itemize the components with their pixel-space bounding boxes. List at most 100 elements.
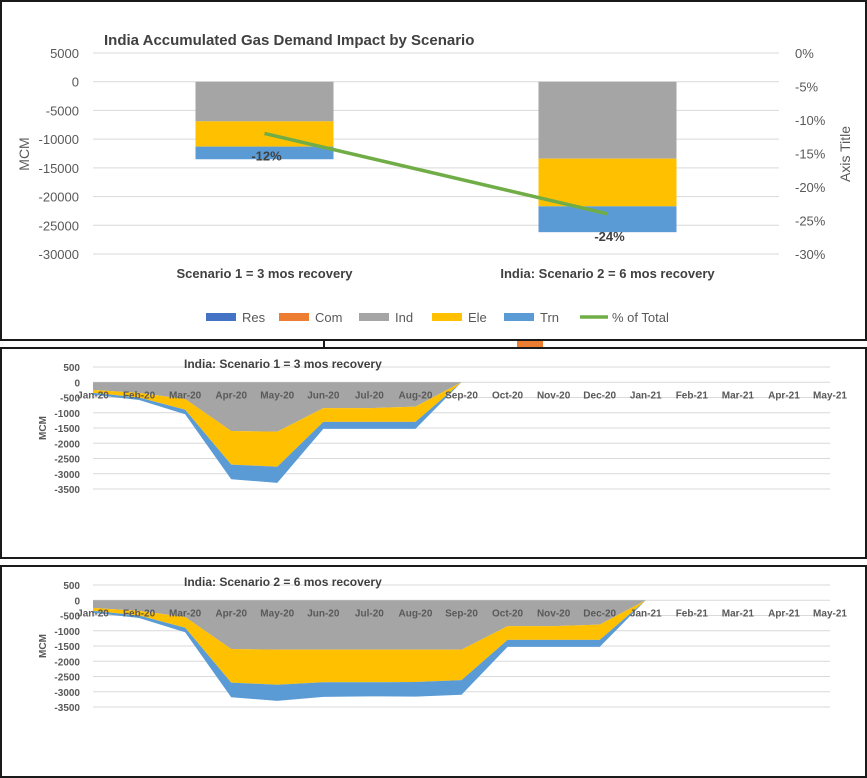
area-ind: [93, 382, 830, 432]
legend-swatch: [432, 313, 462, 321]
y-tick-label: -500: [60, 394, 80, 405]
x-tick-label: May-21: [813, 390, 847, 401]
legend-swatch: [279, 313, 309, 321]
pct-data-label: -24%: [594, 229, 625, 244]
connector-tick: [323, 339, 325, 347]
x-tick-label: Jul-20: [355, 608, 384, 619]
y-axis-label: MCM: [38, 416, 49, 440]
y-tick-label: 500: [63, 581, 80, 592]
area-ele: [93, 382, 830, 467]
y-tick-label: -1500: [54, 642, 80, 653]
x-tick-label: Apr-21: [768, 608, 800, 619]
y-tick-label: -3500: [54, 703, 80, 714]
x-tick-label: Jun-20: [307, 390, 340, 401]
y-tick-label: -1000: [54, 409, 80, 420]
x-tick-label: Aug-20: [398, 390, 432, 401]
x-tick-label: Apr-20: [215, 390, 247, 401]
x-tick-label: Jan-20: [77, 608, 109, 619]
x-tick-label: Feb-20: [123, 608, 156, 619]
scenario-1-area-chart: 500 0 -500 -1000 -1500 -2000 -2500 -3000 -3500 In…: [38, 357, 847, 496]
x-tick-label: Mar-20: [169, 608, 202, 619]
y-tick-label: -2000: [54, 657, 80, 668]
y-tick-label: -10000: [39, 132, 79, 147]
legend-swatch: [504, 313, 534, 321]
y-tick-label: -15000: [39, 161, 79, 176]
bar-segment-ele: [538, 158, 677, 207]
pct-data-label: -12%: [251, 148, 282, 163]
x-tick-label: May-21: [813, 608, 847, 619]
x-tick-label: Feb-21: [676, 608, 709, 619]
x-tick-label: Dec-20: [583, 608, 616, 619]
y-tick-label: -2500: [54, 455, 80, 466]
y-tick-label: 0: [72, 75, 79, 90]
legend-label: % of Total: [612, 310, 669, 325]
legend-label: Com: [315, 310, 342, 325]
x-tick-label: Nov-20: [537, 608, 571, 619]
y-tick-label: -2500: [54, 673, 80, 684]
y-tick-label: -25000: [39, 218, 79, 233]
y2-axis-label: Axis Title: [837, 126, 853, 182]
x-tick-label: Oct-20: [492, 390, 524, 401]
y2-tick-label: -25%: [795, 214, 826, 229]
x-tick-label: Jan-20: [77, 390, 109, 401]
legend-label: Trn: [540, 310, 559, 325]
x-tick-label: Dec-20: [583, 390, 616, 401]
x-tick-label: Mar-20: [169, 390, 202, 401]
y-tick-label: -2000: [54, 439, 80, 450]
category-label: Scenario 1 = 3 mos recovery: [177, 266, 354, 281]
y-tick-label: -1000: [54, 627, 80, 638]
chart-title: India: Scenario 1 = 3 mos recovery: [184, 357, 382, 371]
area-trn: [93, 600, 830, 701]
x-tick-label: Feb-21: [676, 390, 709, 401]
bar-segment-trn: [538, 206, 677, 233]
x-tick-label: Apr-21: [768, 390, 800, 401]
scenario-1-chart-panel: 500 0 -500 -1000 -1500 -2000 -2500 -3000 -3500 In…: [0, 347, 867, 559]
y-tick-label: -3000: [54, 470, 80, 481]
bar-segment-ind: [195, 81, 334, 122]
scenario-comparison-chart: 5000 0 -5000 -10000 -15000 -20000 -25000 -30000…: [16, 32, 853, 325]
legend-swatch: [359, 313, 389, 321]
area-ele: [93, 600, 830, 685]
y-tick-label: -5000: [46, 103, 79, 118]
y2-tick-label: -15%: [795, 147, 826, 162]
y-tick-label: -500: [60, 612, 80, 623]
x-tick-label: Mar-21: [722, 390, 755, 401]
y-tick-label: 0: [74, 378, 80, 389]
y-tick-label: -3000: [54, 688, 80, 699]
area-ind: [93, 600, 830, 650]
x-tick-label: Jan-21: [630, 608, 662, 619]
legend-label: Ind: [395, 310, 413, 325]
x-tick-label: Jun-20: [307, 608, 340, 619]
chart-title: India Accumulated Gas Demand Impact by S…: [104, 32, 474, 49]
y-axis-label: MCM: [38, 634, 49, 658]
legend-label: Ele: [468, 310, 487, 325]
bar-segment-ind: [538, 81, 677, 159]
y-tick-label: -30000: [39, 247, 79, 262]
connector-marker: [517, 341, 543, 347]
x-tick-label: Oct-20: [492, 608, 524, 619]
x-tick-label: Apr-20: [215, 608, 247, 619]
y-tick-label: -3500: [54, 485, 80, 496]
y-tick-label: 0: [74, 596, 80, 607]
chart-title: India: Scenario 2 = 6 mos recovery: [184, 575, 382, 589]
pct-line: [264, 131, 608, 216]
x-tick-label: Sep-20: [445, 608, 478, 619]
y-tick-label: -1500: [54, 424, 80, 435]
scenario-2-chart-panel: 500 0 -500 -1000 -1500 -2000 -2500 -3000 -3500 In…: [0, 565, 867, 778]
x-tick-label: Feb-20: [123, 390, 156, 401]
category-label: India: Scenario 2 = 6 mos recovery: [500, 266, 715, 281]
legend-swatch: [206, 313, 236, 321]
scenario-2-area-chart: 500 0 -500 -1000 -1500 -2000 -2500 -3000 -3500 In…: [38, 575, 847, 714]
x-tick-label: May-20: [260, 390, 294, 401]
y2-tick-label: -10%: [795, 113, 826, 128]
y-tick-label: 500: [63, 363, 80, 374]
y2-tick-label: 0%: [795, 46, 814, 61]
y-axis-label: MCM: [16, 137, 32, 170]
y-tick-label: -20000: [39, 190, 79, 205]
x-tick-label: Aug-20: [398, 608, 432, 619]
x-tick-label: Nov-20: [537, 390, 571, 401]
bar-segment-trn: [195, 146, 334, 160]
y2-tick-label: -5%: [795, 80, 819, 95]
x-tick-label: Jul-20: [355, 390, 384, 401]
x-tick-label: May-20: [260, 608, 294, 619]
